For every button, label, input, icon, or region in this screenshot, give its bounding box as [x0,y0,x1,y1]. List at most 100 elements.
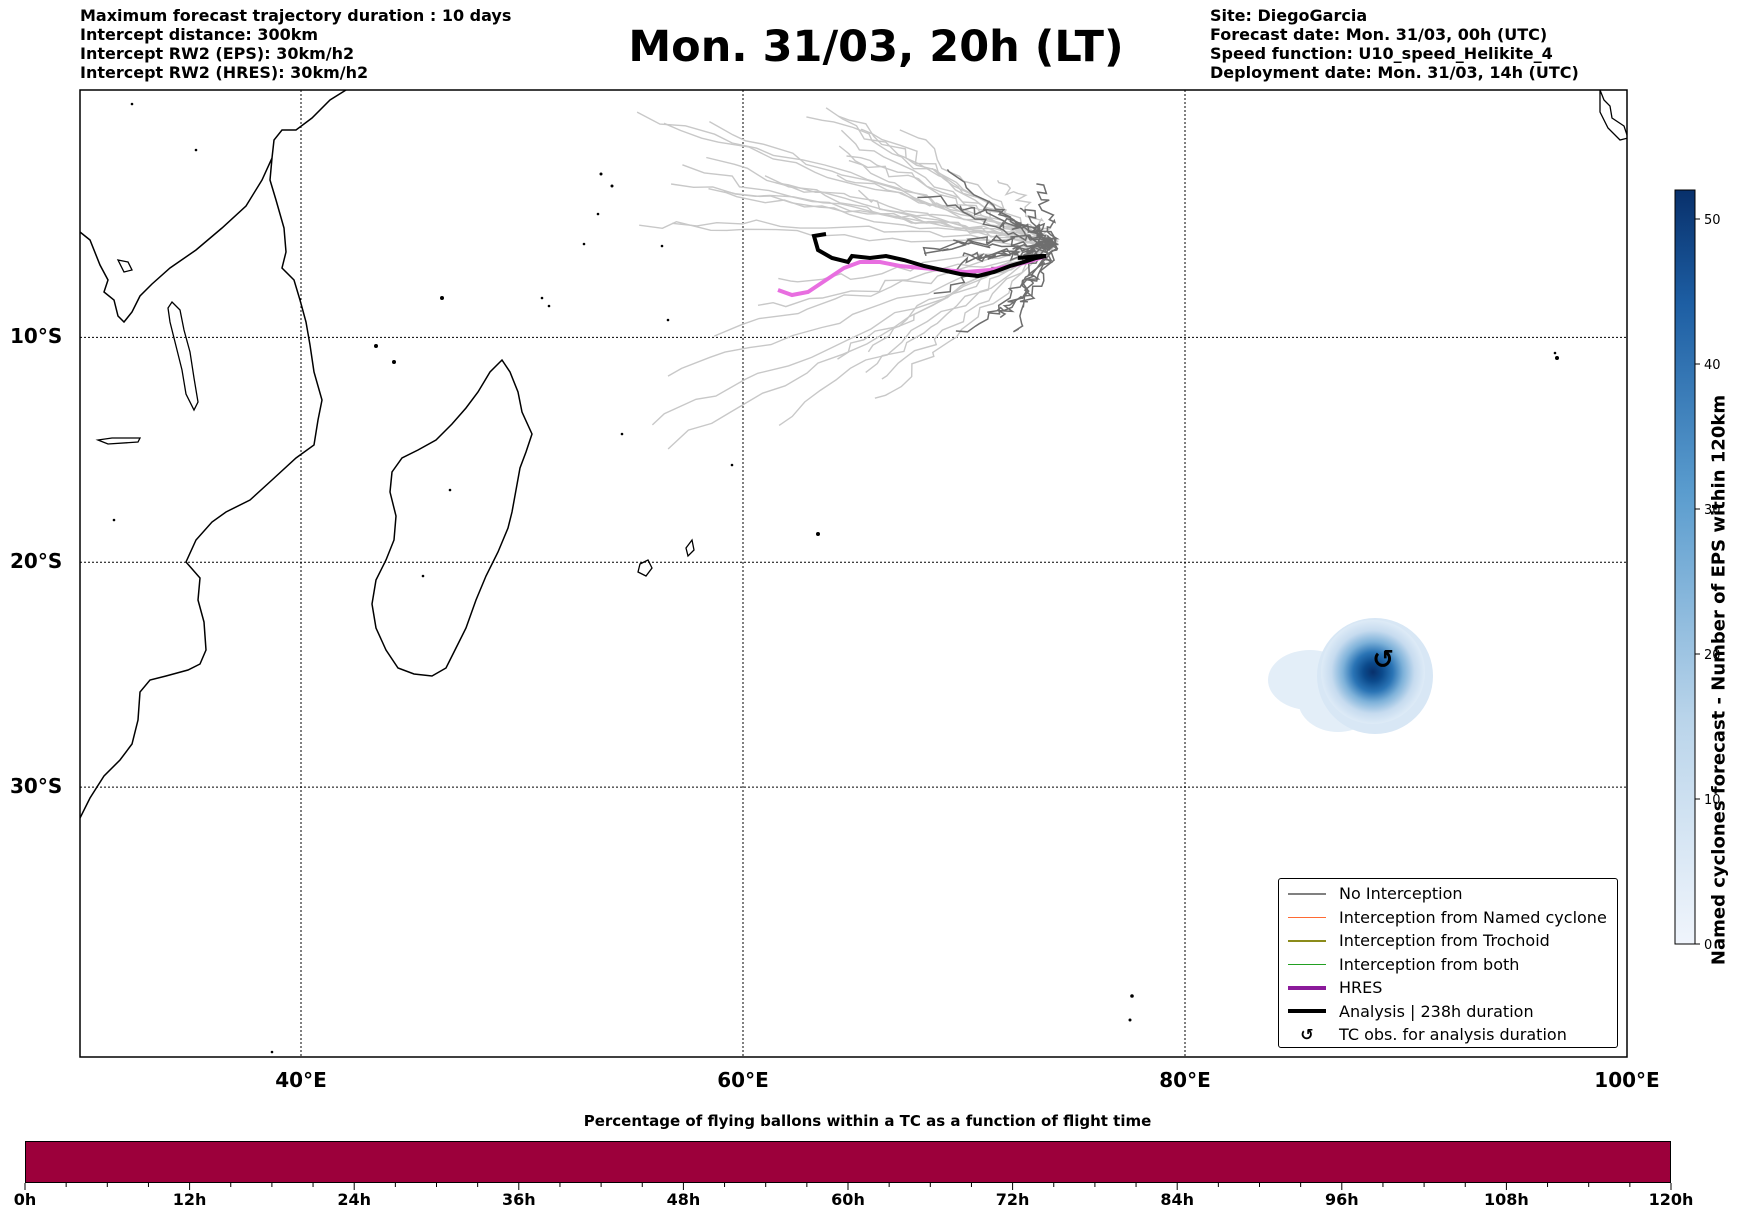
lat-tick-label: 20°S [10,549,63,574]
tc-obs-symbol: ↺ [1372,645,1394,675]
eps-trajectory [947,243,1056,274]
eps-trajectory [959,205,1056,245]
legend-label: Interception from Trochoid [1339,931,1550,951]
eps-trajectory [922,237,1056,257]
progress-tick-label: 0h [13,1190,37,1209]
eps-trajectory [998,220,1057,248]
small-islands [112,102,1559,1054]
colorbar-tick-label: 10 [1704,793,1721,808]
eps-trajectories-light [636,107,1059,450]
legend-label: Interception from Named cyclone [1339,907,1607,927]
eps-trajectory [1019,243,1059,303]
colorbar-title: Named cyclones forecast - Number of EPS … [1708,394,1730,966]
eps-trajectory [899,129,1056,245]
legend-line-swatch [1287,985,1327,990]
header-right-info: Site: DiegoGarcia Forecast date: Mon. 31… [1210,6,1579,82]
legend-line-swatch [1287,963,1327,965]
header-left-line: Intercept RW2 (HRES): 30km/h2 [80,63,369,82]
progress-tick-label: 72h [995,1190,1030,1209]
progress-bar [25,1141,1671,1183]
eps-trajectory [682,164,1056,245]
eps-trajectory [848,159,1056,245]
eps-trajectory [987,200,1056,245]
progress-tick-label: 36h [501,1190,536,1209]
legend-label: No Interception [1339,884,1463,904]
colorbar-tick-label: 20 [1704,648,1721,663]
progress-tick-label: 12h [172,1190,207,1209]
eps-trajectory [778,243,1056,426]
legend-item: Interception from Named cyclone [1279,906,1617,930]
colorbar-tick-label: 40 [1704,358,1721,373]
eps-trajectory [1013,241,1056,259]
legend-label: Analysis | 238h duration [1339,1001,1534,1021]
legend: No Interception Interception from Named c… [1278,878,1618,1048]
africa-coastline [80,90,347,819]
legend-item: Interception from Trochoid [1279,929,1617,953]
legend-item: Interception from both [1279,953,1617,977]
eps-trajectory [858,189,1056,245]
legend-line-swatch [1287,1009,1327,1014]
eps-trajectory [667,243,1056,450]
header-right-line: Forecast date: Mon. 31/03, 00h (UTC) [1210,25,1548,44]
legend-item: HRES [1279,976,1617,1000]
legend-line-swatch [1287,916,1327,918]
progress-tick-label: 96h [1324,1190,1359,1209]
eps-trajectory [1012,243,1058,333]
legend-label: HRES [1339,978,1383,998]
colorbar [1674,189,1696,945]
header-right-line: Speed function: U10_speed_Helikite_4 [1210,44,1553,63]
island-outline [95,90,1627,577]
progress-ticks [24,1183,1672,1190]
progress-tick-label: 120h [1648,1190,1694,1209]
colorbar-tick-label: 30 [1704,503,1721,518]
lon-tick-label: 80°E [1159,1068,1211,1092]
legend-item: No Interception [1279,882,1617,906]
eps-trajectory [757,243,1056,308]
legend-line-swatch [1287,893,1327,895]
eps-trajectory [670,183,1056,245]
eps-trajectory [846,155,1056,245]
progress-tick-label: 108h [1483,1190,1529,1209]
eps-trajectory [713,243,1056,337]
header-left-line: Maximum forecast trajectory duration : 1… [80,6,512,25]
header-left-line: Intercept RW2 (EPS): 30km/h2 [80,44,355,63]
legend-item: Analysis | 238h duration [1279,1000,1617,1024]
colorbar-ticks: 0 10 20 30 40 50 [1695,213,1721,953]
eps-trajectory [708,188,1056,245]
lon-tick-label: 60°E [717,1068,769,1092]
lat-tick-label: 10°S [10,324,63,349]
legend-label: TC obs. for analysis duration [1339,1025,1567,1045]
progress-tick-label: 84h [1160,1190,1195,1209]
legend-line-swatch [1287,940,1327,942]
map-frame [79,89,1628,1058]
legend-item: ↺ TC obs. for analysis duration [1279,1023,1617,1047]
progress-fill [26,1142,1670,1182]
eps-trajectory [955,243,1056,333]
eps-trajectory [836,174,1056,245]
map-title: Mon. 31/03, 20h (LT) [628,22,1124,72]
lon-tick-label: 100°E [1594,1068,1660,1092]
eps-trajectory [636,111,1056,245]
progress-title: Percentage of flying ballons within a TC… [583,1112,1152,1130]
lon-tick-label: 40°E [275,1068,327,1092]
colorbar-tick-label: 0 [1704,938,1712,953]
eps-trajectory [1036,183,1060,245]
analysis-trajectory [811,232,1047,279]
eps-trajectory [639,220,1056,249]
progress-tick-label: 48h [666,1190,701,1209]
madagascar-coastline [371,358,533,677]
lat-tick-label: 30°S [10,774,63,799]
eps-trajectory [874,243,1056,399]
header-left-line: Intercept distance: 300km [80,25,319,44]
progress-tick-label: 60h [831,1190,865,1209]
header-left-info: Maximum forecast trajectory duration : 1… [80,6,511,82]
header-right-line: Deployment date: Mon. 31/03, 14h (UTC) [1210,63,1579,82]
colorbar-tick-label: 50 [1704,213,1721,228]
eps-trajectory [764,175,1056,246]
progress-tick-label: 24h [337,1190,372,1209]
legend-label: Interception from both [1339,954,1520,974]
cyclone-density-field [1268,618,1433,734]
tc-obs-icon: ↺ [1300,1025,1314,1045]
header-right-line: Site: DiegoGarcia [1210,6,1368,25]
